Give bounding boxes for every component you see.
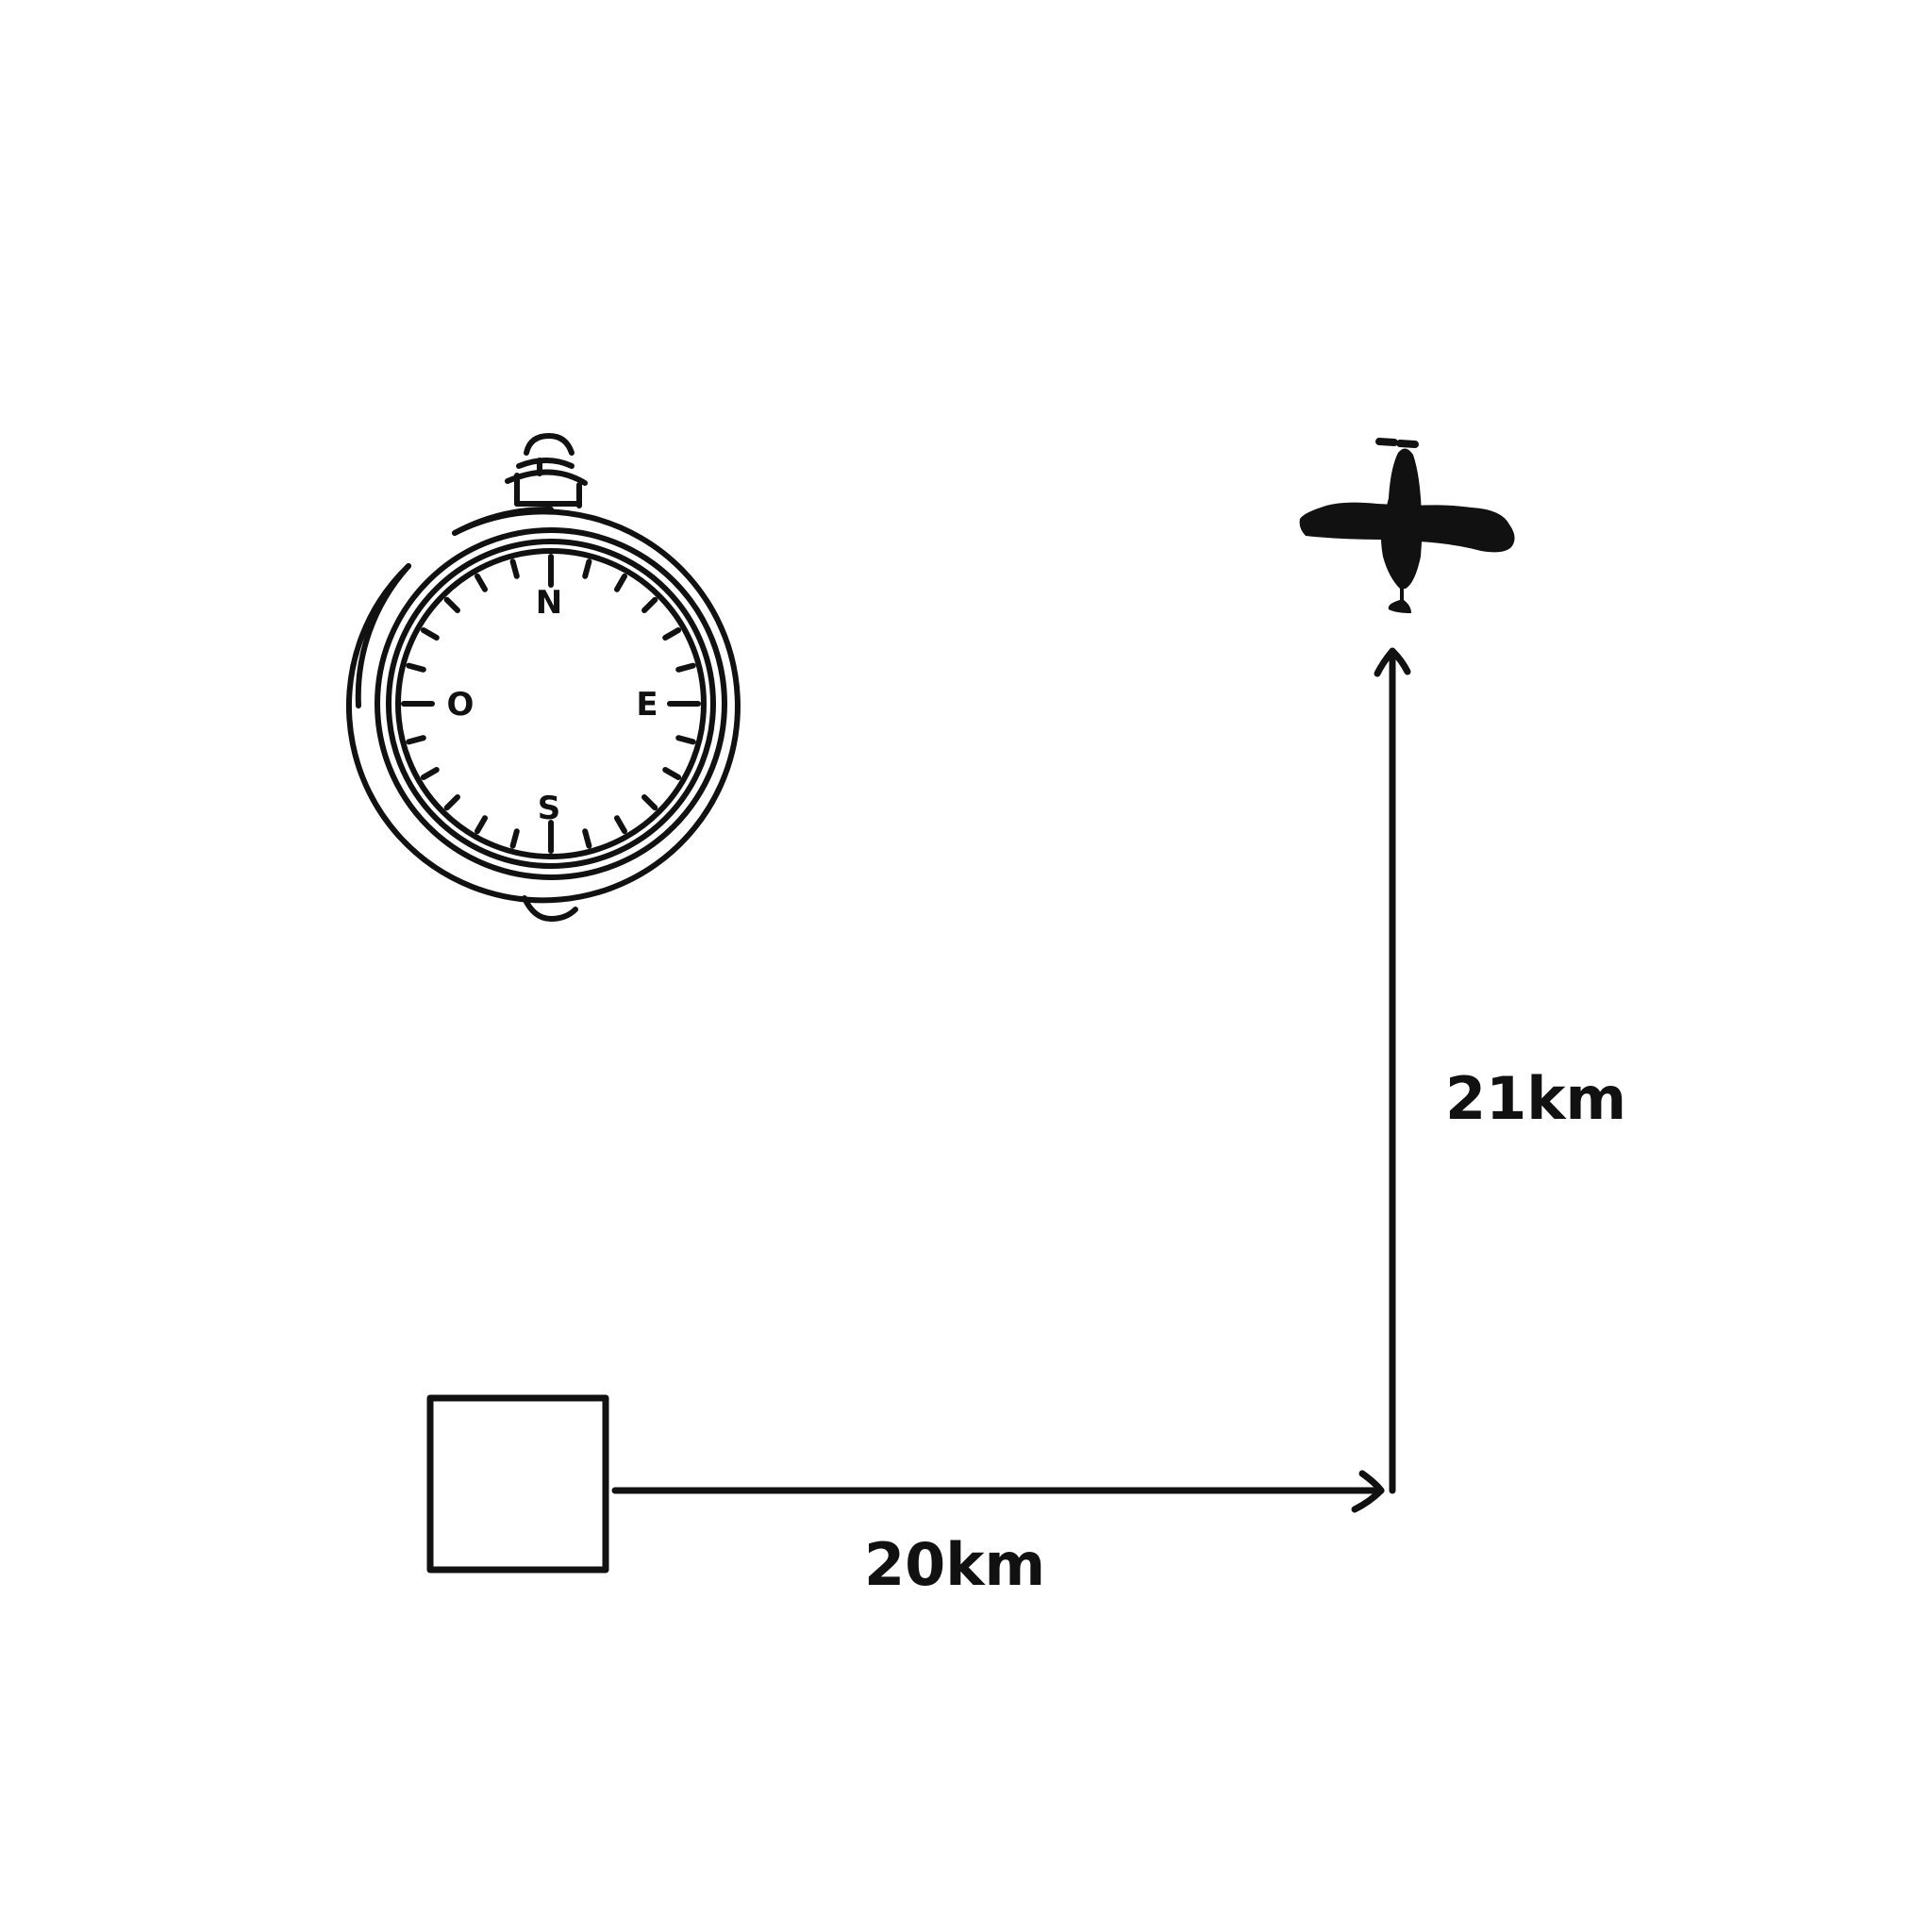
horizontal-arrow bbox=[611, 1470, 1385, 1513]
compass-tick bbox=[614, 573, 627, 592]
compass-letter-north: N bbox=[536, 584, 562, 622]
compass-tick bbox=[475, 573, 488, 592]
compass-tick bbox=[475, 815, 488, 835]
compass-ticks bbox=[401, 554, 701, 854]
compass-tick bbox=[614, 815, 627, 835]
compass-tick bbox=[420, 767, 440, 780]
compass-letter-west: O bbox=[447, 686, 475, 724]
compass-tick bbox=[509, 828, 520, 849]
compass-tick bbox=[662, 627, 682, 641]
compass-tick bbox=[406, 735, 426, 745]
vertical-arrow bbox=[1374, 647, 1411, 1494]
compass-tick bbox=[641, 596, 658, 613]
square-box-icon bbox=[426, 1394, 609, 1574]
compass-tick bbox=[675, 662, 696, 673]
compass-tick bbox=[582, 558, 592, 579]
compass-letter-south: S bbox=[538, 790, 561, 827]
compass-tick bbox=[662, 767, 682, 780]
compass-tick bbox=[509, 558, 520, 579]
vertical-distance-label: 21km bbox=[1445, 1064, 1626, 1133]
airplane-icon bbox=[1299, 438, 1515, 613]
compass-tick bbox=[443, 596, 460, 613]
compass-tick bbox=[675, 735, 696, 745]
compass-tick bbox=[443, 794, 460, 811]
compass-tick bbox=[641, 794, 658, 811]
compass-letter-east: E bbox=[636, 686, 658, 724]
horizontal-distance-label: 20km bbox=[864, 1530, 1045, 1599]
compass-tick bbox=[406, 662, 426, 673]
compass-icon bbox=[345, 433, 741, 922]
compass-tick bbox=[420, 627, 440, 641]
compass-tick bbox=[582, 828, 592, 849]
